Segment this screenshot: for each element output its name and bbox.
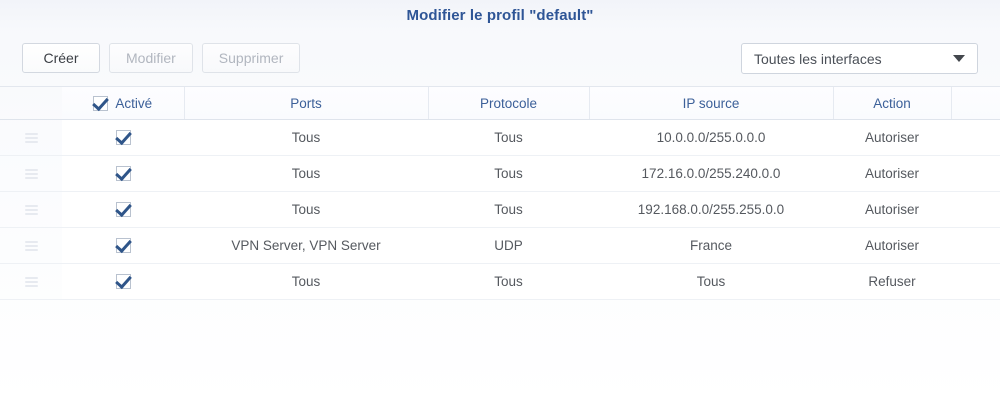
row-drag-handle[interactable] [0,155,62,192]
column-header-enabled[interactable]: Activé [62,87,185,120]
table-row[interactable]: Tous Tous Tous Refuser [0,263,1000,300]
row-ports: Tous [184,155,428,192]
create-rule-button[interactable]: Créer [22,43,100,73]
edit-rule-button[interactable]: Modifier [109,43,193,73]
row-drag-handle[interactable] [0,191,62,228]
row-source-ip: Tous [589,263,833,300]
row-ports: Tous [184,191,428,228]
firewall-rules-grid: Activé Ports Protocole IP source Action [0,86,1000,300]
row-protocol: Tous [428,155,589,192]
row-action: Refuser [833,263,951,300]
row-drag-handle[interactable] [0,119,62,156]
row-drag-handle[interactable] [0,263,62,300]
row-spacer [951,263,1000,300]
row-ports: VPN Server, VPN Server [184,227,428,264]
column-header-handle [0,87,62,120]
row-enabled-cell[interactable] [62,119,184,156]
column-header-source-ip[interactable]: IP source [589,87,834,120]
column-header-action[interactable]: Action [833,87,952,120]
row-enabled-checkbox[interactable] [115,202,131,217]
row-protocol: Tous [428,191,589,228]
row-protocol: Tous [428,263,589,300]
row-enabled-cell[interactable] [62,227,184,264]
drag-handle-icon [24,168,38,179]
row-drag-handle[interactable] [0,227,62,264]
row-spacer [951,191,1000,228]
drag-handle-icon [24,132,38,143]
select-all-checkbox[interactable] [93,95,109,111]
row-enabled-checkbox[interactable] [115,166,131,181]
table-row[interactable]: Tous Tous 192.168.0.0/255.255.0.0 Autori… [0,191,1000,228]
column-header-ports[interactable]: Ports [184,87,429,120]
row-action: Autoriser [833,119,951,156]
row-source-ip: 172.16.0.0/255.240.0.0 [589,155,833,192]
row-enabled-cell[interactable] [62,191,184,228]
toolbar-button-group: Créer Modifier Supprimer [22,43,301,73]
row-action: Autoriser [833,155,951,192]
row-ports: Tous [184,263,428,300]
row-action: Autoriser [833,227,951,264]
table-row[interactable]: Tous Tous 10.0.0.0/255.0.0.0 Autoriser [0,119,1000,156]
row-protocol: UDP [428,227,589,264]
row-spacer [951,227,1000,264]
drag-handle-icon [24,276,38,287]
interface-filter-dropdown[interactable]: Toutes les interfaces [741,43,978,74]
row-enabled-checkbox[interactable] [115,274,131,289]
table-row[interactable]: Tous Tous 172.16.0.0/255.240.0.0 Autoris… [0,155,1000,192]
row-enabled-cell[interactable] [62,155,184,192]
column-header-enabled-label: Activé [115,95,153,111]
row-enabled-cell[interactable] [62,263,184,300]
column-header-protocol[interactable]: Protocole [428,87,590,120]
interface-filter-value: Toutes les interfaces [754,50,882,67]
row-spacer [951,119,1000,156]
row-enabled-checkbox[interactable] [115,238,131,253]
row-action: Autoriser [833,191,951,228]
chevron-down-icon [953,55,965,62]
grid-body: Tous Tous 10.0.0.0/255.0.0.0 Autoriser T… [0,119,1000,300]
row-enabled-checkbox[interactable] [115,130,131,145]
row-source-ip: 10.0.0.0/255.0.0.0 [589,119,833,156]
page-title: Modifier le profil "default" [406,6,594,24]
drag-handle-icon [24,204,38,215]
drag-handle-icon [24,240,38,251]
grid-header-row: Activé Ports Protocole IP source Action [0,87,1000,120]
toolbar: Créer Modifier Supprimer Toutes les inte… [0,30,1000,86]
row-spacer [951,155,1000,192]
row-protocol: Tous [428,119,589,156]
table-row[interactable]: VPN Server, VPN Server UDP France Autori… [0,227,1000,264]
column-header-spacer [951,87,1000,120]
window-title-bar: Modifier le profil "default" [0,0,1000,30]
row-source-ip: 192.168.0.0/255.255.0.0 [589,191,833,228]
row-ports: Tous [184,119,428,156]
row-source-ip: France [589,227,833,264]
delete-rule-button[interactable]: Supprimer [201,43,301,73]
